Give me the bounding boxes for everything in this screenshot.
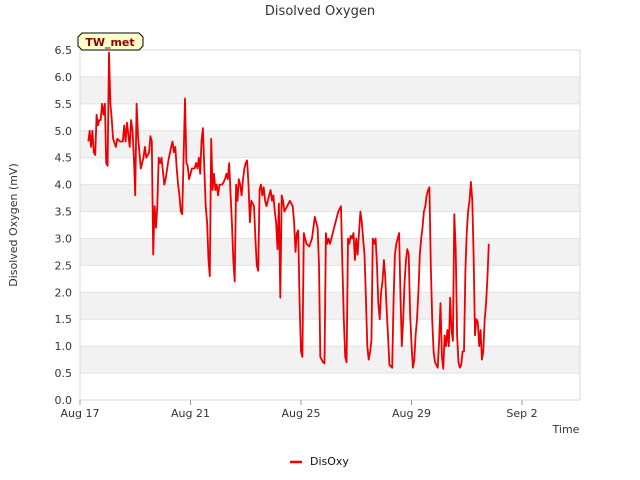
x-tick-label: Aug 25 (282, 407, 321, 420)
y-tick-label: 2.5 (55, 259, 73, 272)
y-tick-label: 0.5 (55, 367, 73, 380)
legend-label: DisOxy (310, 455, 349, 468)
plot-frame (79, 49, 581, 401)
y-tick-label: 4.0 (55, 179, 73, 192)
series-line-disoxy (87, 51, 490, 370)
site-badge-label: TW_met (85, 36, 134, 49)
y-tick-label: 3.0 (55, 232, 73, 245)
y-tick-label: 1.0 (55, 340, 73, 353)
plot-band (80, 76, 580, 104)
y-tick-label: 5.5 (55, 98, 73, 111)
x-tick-label: Aug 21 (171, 407, 210, 420)
plot-band (80, 184, 580, 212)
x-tick-label: Sep 2 (506, 407, 537, 420)
y-tick-label: 0.0 (55, 394, 73, 407)
y-tick-label: 3.5 (55, 206, 73, 219)
y-axis-ticks: 0.0 0.5 1.0 1.5 2.0 2.5 3.0 3.5 4.0 4.5 5.0 5.5 6.0 6… (55, 44, 73, 407)
chart-title: Disolved Oxygen (265, 4, 375, 19)
x-tick-label: Aug 29 (392, 407, 431, 420)
plot-band (80, 130, 580, 158)
site-badge: TW_met (77, 32, 144, 51)
x-tick-label: Aug 17 (61, 407, 100, 420)
x-axis-ticks: Aug 17 Aug 21 Aug 25 Aug 29 Sep 2 (61, 400, 538, 420)
y-tick-label: 5.0 (55, 125, 73, 138)
y-tick-label: 4.5 (55, 152, 73, 165)
plot-band (80, 346, 580, 374)
y-tick-label: 6.0 (55, 71, 73, 84)
plot-band (80, 292, 580, 320)
y-tick-label: 2.0 (55, 286, 73, 299)
plot-bands (80, 76, 580, 374)
site-badge-shape (77, 32, 144, 51)
x-axis-label: Time (552, 423, 580, 436)
legend: DisOxy (290, 455, 349, 468)
y-tick-label: 1.5 (55, 313, 73, 326)
y-tick-label: 6.5 (55, 44, 73, 57)
y-axis-label: Disolved Oxygen (mV) (7, 163, 20, 287)
